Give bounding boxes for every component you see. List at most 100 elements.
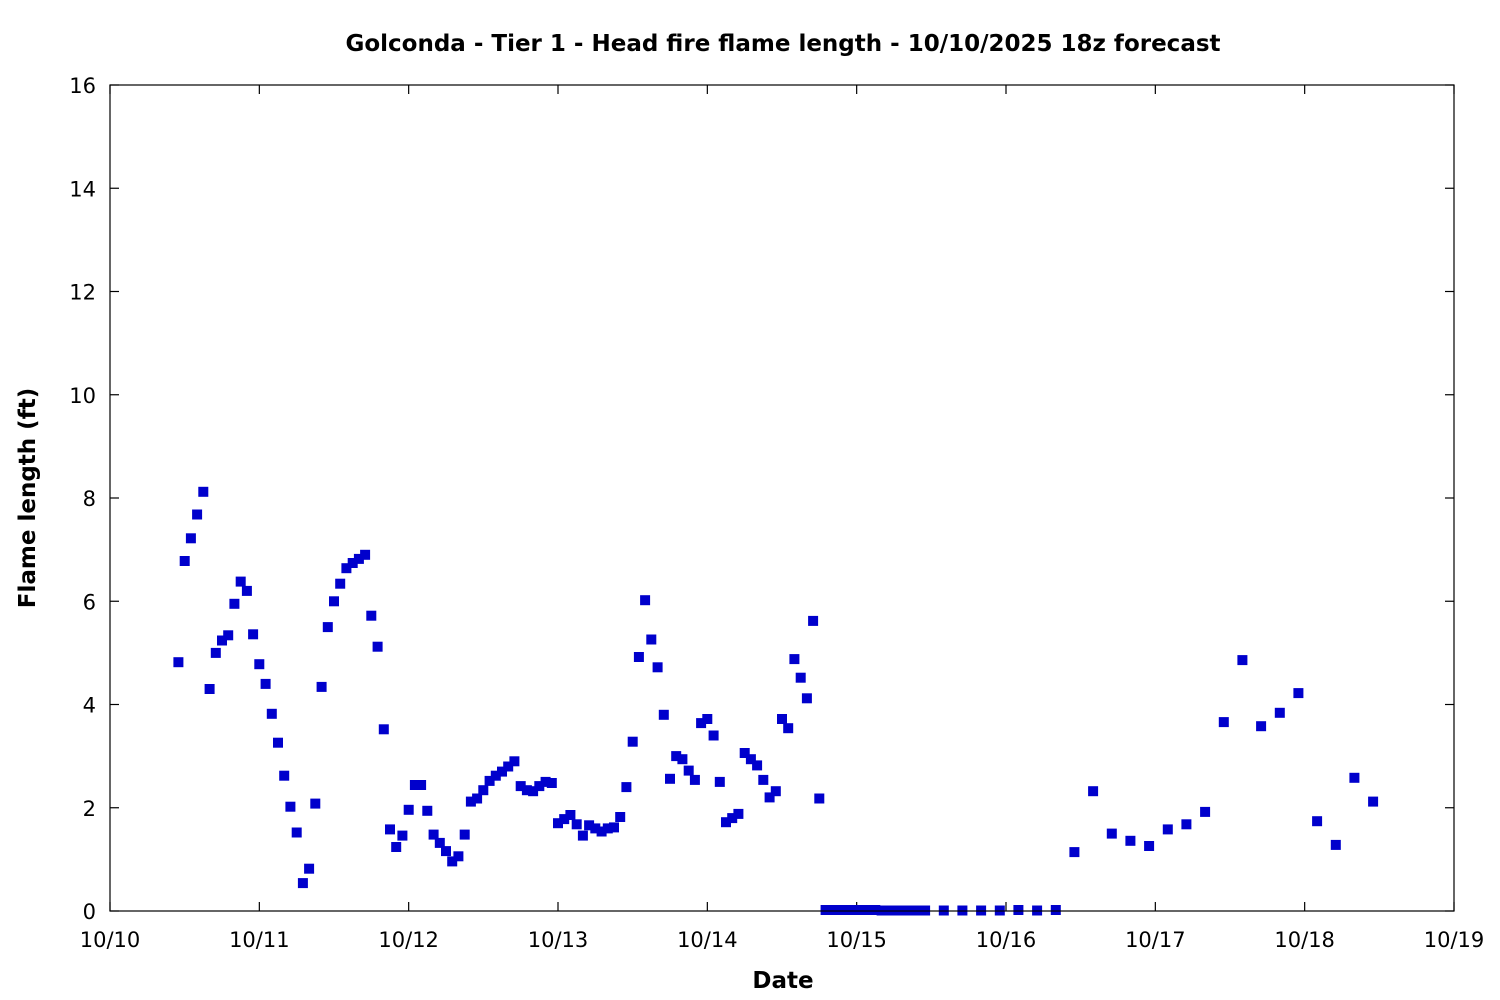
data-point: [584, 820, 595, 831]
data-point: [403, 804, 414, 815]
data-point: [1088, 786, 1099, 797]
data-point: [235, 576, 246, 587]
data-point: [416, 780, 427, 790]
data-point: [409, 780, 420, 790]
data-point: [870, 905, 881, 915]
chart-title: Golconda - Tier 1 - Head fire flame leng…: [345, 31, 1220, 57]
data-point: [714, 776, 725, 787]
data-point: [478, 785, 489, 796]
data-point: [820, 905, 831, 915]
data-point: [553, 818, 563, 829]
data-point: [696, 718, 707, 729]
data-point: [833, 905, 843, 915]
data-point: [260, 678, 271, 689]
x-tick-label: 10/18: [1274, 928, 1335, 952]
y-tick-label: 6: [83, 590, 96, 614]
data-point: [783, 723, 794, 734]
data-point: [173, 657, 184, 668]
data-point: [857, 905, 868, 915]
data-point: [353, 553, 364, 564]
data-point: [217, 635, 227, 646]
data-point: [689, 774, 700, 785]
data-point: [721, 817, 731, 828]
data-point: [472, 793, 483, 804]
data-point: [745, 754, 756, 765]
data-point: [347, 558, 358, 568]
data-point: [764, 792, 775, 803]
data-point: [733, 808, 744, 819]
data-point: [1069, 847, 1080, 858]
data-point: [808, 615, 819, 626]
data-point: [590, 823, 601, 834]
data-point: [304, 863, 315, 874]
data-point: [1013, 905, 1024, 915]
data-point: [316, 681, 327, 692]
data-point: [1368, 796, 1379, 807]
data-point: [633, 652, 644, 662]
data-point: [1237, 655, 1248, 666]
data-point: [540, 776, 551, 787]
data-point: [671, 751, 682, 762]
data-point: [378, 724, 389, 735]
data-point: [770, 786, 781, 797]
data-point: [789, 654, 800, 665]
y-tick-label: 4: [83, 694, 96, 718]
data-point: [422, 805, 433, 816]
data-point: [329, 596, 339, 607]
y-tick-label: 14: [69, 177, 96, 201]
data-point: [503, 761, 514, 772]
y-axis-label: Flame length (ft): [15, 388, 41, 608]
data-point: [490, 770, 501, 781]
data-point: [1256, 721, 1267, 732]
data-point: [1274, 707, 1285, 718]
data-point: [571, 819, 582, 830]
data-point: [795, 672, 806, 683]
data-point: [360, 549, 371, 560]
axis-ticks: 10/10 10/11 10/12 10/13 10/14 10/15 10/16 10/17…: [69, 74, 1484, 952]
y-tick-label: 16: [69, 74, 96, 98]
data-point: [229, 598, 240, 609]
data-point: [248, 629, 259, 640]
data-point: [683, 765, 694, 776]
data-point: [801, 693, 812, 704]
data-point: [1162, 824, 1173, 835]
data-point: [266, 708, 277, 719]
data-point: [1144, 841, 1155, 851]
data-point: [204, 684, 215, 694]
data-point: [297, 878, 308, 889]
data-point: [497, 766, 507, 777]
data-point: [708, 730, 719, 741]
data-point: [640, 595, 651, 606]
data-point: [1330, 839, 1341, 850]
data-point: [279, 770, 290, 781]
data-point: [839, 905, 850, 915]
data-point: [509, 756, 520, 767]
data-point: [185, 533, 196, 544]
data-point: [609, 822, 619, 833]
y-tick-label: 0: [83, 900, 96, 924]
data-point: [1218, 717, 1229, 728]
data-point: [1200, 806, 1211, 817]
x-tick-label: 10/13: [528, 928, 589, 952]
data-point: [459, 829, 470, 840]
x-tick-label: 10/16: [976, 928, 1037, 952]
data-point: [210, 647, 221, 658]
data-point: [447, 856, 458, 867]
data-point: [441, 846, 451, 857]
data-point: [627, 736, 638, 747]
data-point: [341, 563, 352, 574]
data-point: [484, 775, 495, 786]
data-point: [1312, 816, 1323, 827]
data-point: [739, 748, 750, 758]
data-point: [702, 714, 713, 724]
data-point: [1106, 828, 1117, 839]
data-point: [372, 641, 383, 652]
data-point: [254, 659, 265, 670]
data-point: [310, 798, 321, 809]
data-point: [621, 782, 632, 793]
y-tick-label: 12: [69, 281, 96, 305]
data-point: [273, 737, 283, 748]
data-point: [179, 556, 190, 566]
